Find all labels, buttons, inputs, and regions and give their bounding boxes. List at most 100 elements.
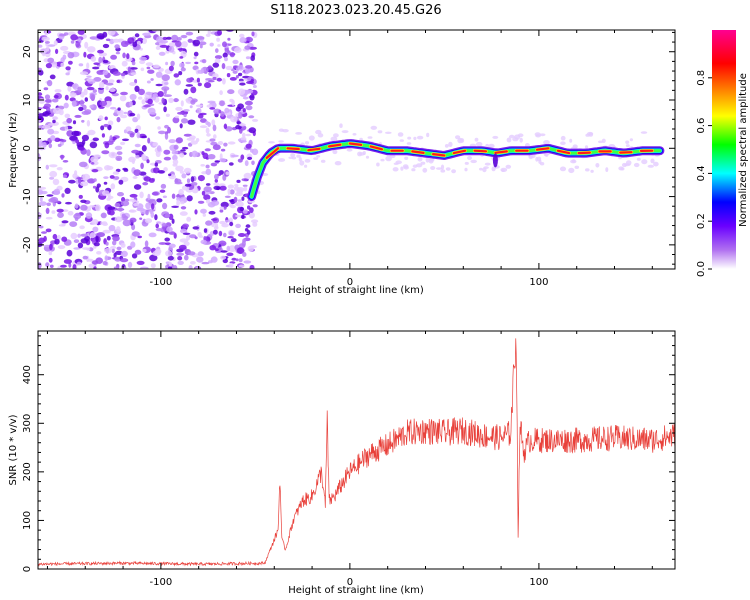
noise-blob — [91, 162, 95, 165]
noise-blob — [64, 94, 69, 101]
noise-blob — [105, 241, 109, 246]
halo-blob — [257, 190, 261, 195]
noise-blob — [156, 198, 163, 203]
halo-blob — [304, 159, 311, 163]
halo-blob — [505, 164, 512, 169]
halo-blob — [629, 138, 634, 142]
halo-blob — [633, 162, 640, 168]
snr-x-label: Height of straight line (km) — [288, 585, 424, 596]
noise-blob — [176, 252, 185, 256]
noise-blob — [102, 69, 109, 76]
noise-blob — [220, 250, 228, 253]
noise-blob — [49, 170, 58, 178]
noise-blob — [213, 182, 220, 186]
noise-blob — [205, 199, 211, 204]
noise-blob — [158, 130, 166, 135]
noise-blob — [187, 38, 193, 43]
noise-blob — [193, 51, 199, 57]
noise-blob — [164, 237, 170, 242]
noise-blob — [219, 100, 225, 107]
noise-blob — [244, 45, 251, 50]
noise-blob — [245, 143, 252, 149]
noise-blob — [46, 45, 50, 52]
noise-blob — [190, 140, 198, 145]
noise-blob — [190, 99, 196, 105]
noise-blob — [190, 176, 195, 183]
noise-blob — [108, 79, 115, 83]
noise-blob — [104, 247, 113, 254]
noise-blob — [45, 228, 52, 233]
noise-blob — [176, 199, 181, 207]
ridge-red — [556, 149, 571, 155]
noise-blob — [252, 118, 259, 122]
noise-blob — [227, 184, 235, 189]
noise-blob — [38, 201, 47, 207]
x-tick-label: 0 — [347, 277, 353, 288]
noise-blob — [133, 203, 140, 207]
noise-blob — [178, 188, 184, 196]
noise-blob — [110, 246, 117, 249]
noise-blob — [241, 214, 245, 219]
noise-blob — [120, 91, 128, 96]
noise-blob — [207, 30, 211, 35]
noise-blob — [38, 125, 44, 129]
colorbar-tick-label: 0.8 — [696, 70, 707, 86]
noise-blob — [49, 264, 54, 268]
noise-blob — [172, 98, 180, 102]
noise-blob — [66, 117, 73, 124]
noise-blob — [92, 226, 99, 233]
noise-blob — [68, 179, 76, 184]
noise-blob — [168, 243, 176, 248]
noise-blob — [226, 112, 231, 116]
noise-blob — [81, 110, 91, 115]
halo-blob — [413, 136, 417, 141]
noise-blob — [75, 139, 80, 144]
noise-blob — [79, 225, 85, 230]
noise-blob — [116, 116, 121, 123]
noise-blob — [168, 97, 174, 104]
halo-blob — [330, 136, 338, 142]
noise-blob — [51, 98, 59, 103]
noise-blob — [220, 201, 229, 208]
noise-blob — [232, 59, 239, 65]
noise-blob — [60, 57, 65, 63]
noise-blob — [168, 139, 176, 144]
noise-blob — [163, 149, 171, 155]
noise-blob — [87, 129, 96, 136]
noise-blob — [205, 164, 210, 169]
noise-blob — [65, 66, 71, 71]
noise-blob — [182, 232, 191, 235]
noise-blob — [57, 143, 62, 147]
noise-blob — [199, 41, 207, 46]
noise-blob — [134, 143, 141, 148]
noise-blob — [180, 67, 186, 72]
halo-blob — [517, 133, 524, 138]
noise-blob — [147, 137, 151, 144]
noise-blob — [130, 72, 137, 76]
noise-blob — [177, 260, 184, 265]
noise-blob — [243, 186, 248, 192]
noise-blob — [144, 218, 153, 224]
noise-blob — [186, 234, 191, 241]
noise-blob — [56, 167, 63, 171]
noise-blob — [207, 122, 211, 127]
noise-blob — [181, 173, 187, 179]
halo-blob — [647, 164, 654, 168]
noise-blob — [164, 82, 169, 85]
noise-blob — [38, 186, 47, 190]
noise-blob — [74, 114, 82, 118]
noise-blob — [103, 181, 108, 185]
noise-blob — [106, 100, 112, 107]
noise-blob — [219, 206, 225, 210]
noise-blob — [61, 193, 65, 198]
noise-blob — [85, 212, 93, 219]
noise-blob — [86, 149, 91, 157]
colorbar-gradient — [712, 30, 736, 269]
noise-blob — [46, 79, 53, 87]
noise-blob — [113, 266, 119, 269]
halo-blob — [451, 169, 456, 174]
halo-blob — [475, 141, 483, 147]
noise-blob — [47, 123, 56, 126]
noise-blob — [214, 173, 219, 180]
halo-blob — [278, 158, 286, 162]
